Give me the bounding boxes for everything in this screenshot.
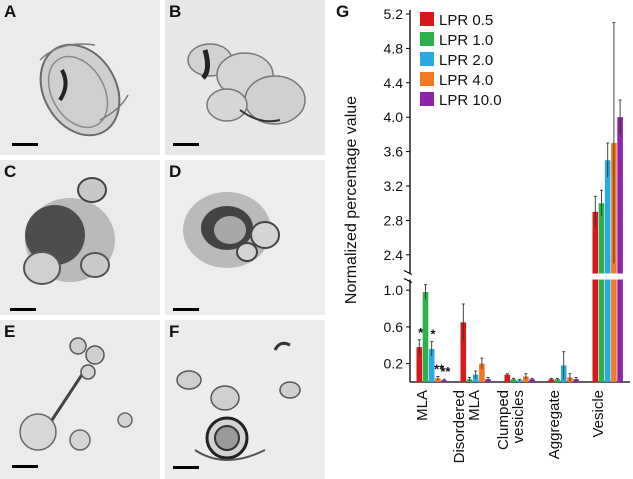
bar: [428, 348, 435, 382]
bar: [504, 374, 511, 382]
bar: [479, 363, 485, 382]
scale-bar: [10, 308, 36, 311]
axis-break-gap: [402, 273, 632, 280]
legend-swatch: [420, 92, 434, 106]
micrograph-vesicles-icon: [165, 320, 325, 479]
y-tick-label: 1.0: [384, 282, 404, 298]
legend-label: LPR 0.5: [439, 12, 493, 29]
bar: [548, 379, 555, 382]
chart-panel-label: G: [336, 2, 350, 21]
panel-label: C: [4, 162, 17, 181]
micrograph-panel-b: B: [165, 0, 325, 155]
legend-swatch: [420, 72, 434, 86]
x-tick-label: Disordered: [451, 390, 468, 463]
bar: [617, 117, 623, 382]
y-tick-label: 3.6: [384, 144, 404, 160]
axis-break-mark: [403, 277, 413, 284]
micrograph-multilamellar-aggregate-icon: [0, 0, 160, 155]
micrograph-panel-e: E: [0, 320, 160, 479]
y-tick-label: 0.2: [384, 356, 404, 372]
scale-bar: [173, 143, 199, 146]
bar: [422, 292, 429, 382]
micrograph-disordered-mla-icon: [0, 160, 160, 315]
legend-swatch: [420, 12, 434, 26]
y-tick-label: 2.4: [384, 247, 404, 263]
legend-swatch: [420, 32, 434, 46]
panel-label: F: [169, 322, 180, 341]
significance-mark: *: [430, 327, 436, 342]
x-tick-label: vesicles: [510, 390, 527, 443]
bar: [592, 211, 599, 382]
panel-label: A: [4, 2, 17, 21]
micrograph-panel-c: C: [0, 160, 160, 315]
scale-bar: [173, 466, 199, 469]
micrograph-vesicles-icon: [0, 320, 160, 479]
bar: [460, 322, 467, 382]
axis-break-mark: [403, 269, 413, 276]
micrograph-disordered-mla-icon: [165, 160, 325, 315]
x-tick-label: Vesicle: [590, 390, 607, 438]
bar: [529, 379, 535, 382]
x-tick-label: MLA: [414, 390, 431, 421]
micrograph-panel-d: D: [165, 160, 325, 315]
significance-mark: *: [418, 325, 424, 340]
y-tick-label: 0.6: [384, 319, 404, 335]
x-tick-label: Aggregate: [546, 390, 563, 459]
y-tick-label: 3.2: [384, 178, 404, 194]
significance-mark: **: [434, 361, 445, 376]
panel-label: B: [169, 2, 182, 21]
scale-bar: [12, 143, 38, 146]
scale-bar: [12, 465, 38, 468]
bar: [604, 160, 611, 382]
legend-label: LPR 4.0: [439, 72, 493, 89]
legend-label: LPR 10.0: [439, 92, 502, 109]
scale-bar: [173, 308, 199, 311]
y-tick-label: 4.0: [384, 109, 404, 125]
bar: [416, 347, 423, 382]
y-tick-label: 4.8: [384, 40, 404, 56]
y-tick-label: 5.2: [384, 6, 404, 22]
micrograph-multilamellar-aggregate-icon: [165, 0, 325, 155]
panel-label: E: [4, 322, 16, 341]
bar: [598, 203, 605, 382]
legend-label: LPR 1.0: [439, 32, 493, 49]
y-tick-label: 2.8: [384, 212, 404, 228]
bar: [510, 379, 517, 382]
y-tick-label: 4.4: [384, 75, 404, 91]
significance-mark: **: [440, 364, 451, 379]
legend-swatch: [420, 52, 434, 66]
legend-label: LPR 2.0: [439, 52, 493, 69]
bar-chart: 2.4 2.8 3.2 3.6 4.0 4.4 4.8 5.2 0.2 0.6 1.0 Normali…: [343, 6, 632, 463]
bar: [554, 379, 561, 382]
y-axis-label: Normalized percentage value: [343, 96, 360, 304]
x-tick-label: MLA: [466, 390, 483, 421]
x-tick-label: Clumped: [495, 390, 512, 450]
panel-label: D: [169, 162, 182, 181]
micrograph-panel-a: A: [0, 0, 160, 155]
micrograph-panel-f: F: [165, 320, 325, 479]
